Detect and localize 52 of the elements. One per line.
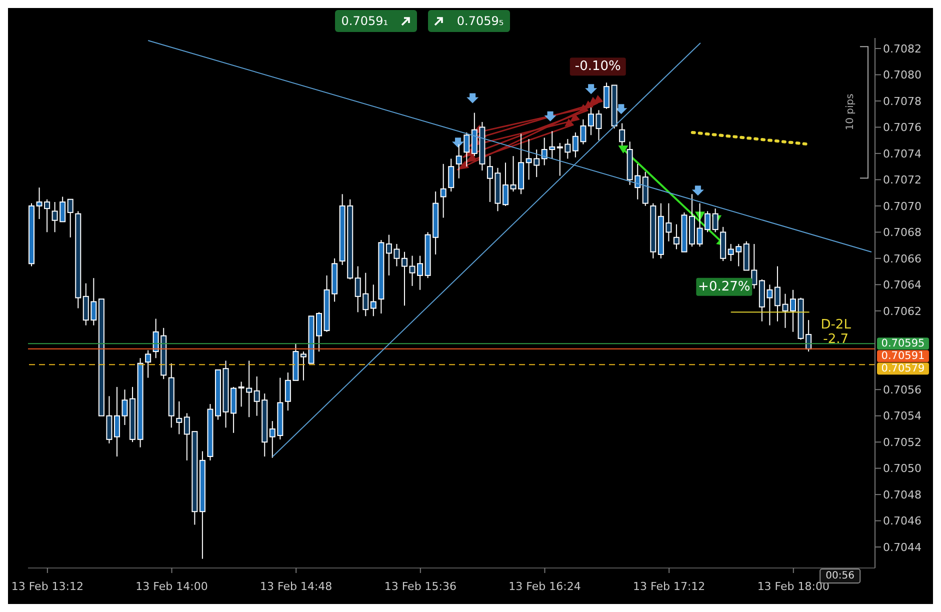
candlestick xyxy=(588,107,594,136)
candlestick xyxy=(596,110,602,141)
y-tick-label: 0.7066 xyxy=(883,252,922,266)
y-tick-label: 0.7052 xyxy=(883,436,922,449)
y-tick-label: 0.7044 xyxy=(883,540,922,554)
candlestick xyxy=(619,122,626,146)
text: 0.7059₁ xyxy=(341,14,388,28)
x-tick-label: 13 Feb 17:12 xyxy=(632,580,706,593)
y-tick-label: 0.7082 xyxy=(883,42,922,56)
candlestick xyxy=(604,82,610,110)
candlestick xyxy=(456,144,462,179)
y-tick-label: 0.7078 xyxy=(883,94,922,108)
y-tick-label: 0.7062 xyxy=(883,304,922,318)
text: 0.7059₅ xyxy=(456,14,504,28)
x-tick-label: 13 Feb 14:00 xyxy=(136,580,208,593)
annotation: -2.7 xyxy=(823,332,849,347)
y-tick-label: 0.7046 xyxy=(883,514,922,528)
text: 00:56 xyxy=(826,570,854,582)
x-tick-label: 13 Feb 13:12 xyxy=(11,580,84,593)
annotation: 10 pips xyxy=(845,94,856,130)
ref-line-label: 0.70591 xyxy=(881,350,925,362)
candlestick xyxy=(145,350,152,378)
ref-line-label: 0.70595 xyxy=(881,338,925,350)
y-tick-label: 0.7050 xyxy=(883,462,922,476)
candlestick xyxy=(401,251,408,306)
candlestick xyxy=(67,198,74,238)
annotation: -0.10% xyxy=(574,59,621,74)
candlestick xyxy=(502,162,509,206)
y-tick-label: 0.7080 xyxy=(883,68,922,82)
candlestick xyxy=(464,132,470,168)
y-tick-label: 0.7070 xyxy=(883,200,922,213)
y-tick-label: 0.7072 xyxy=(883,174,922,187)
y-tick-label: 0.7064 xyxy=(883,278,922,292)
ref-line-label: 0.70579 xyxy=(881,362,925,375)
y-tick-label: 0.7074 xyxy=(883,147,922,160)
x-tick-label: 13 Feb 15:36 xyxy=(384,580,457,593)
y-tick-label: 0.7056 xyxy=(883,383,922,396)
y-tick-label: 0.7054 xyxy=(883,410,922,423)
x-tick-label: 13 Feb 16:24 xyxy=(508,580,581,593)
y-tick-label: 0.7076 xyxy=(883,121,922,134)
y-tick-label: 0.7048 xyxy=(883,488,922,502)
y-tick-label: 0.7068 xyxy=(883,226,922,240)
candlestick xyxy=(176,400,182,435)
x-tick-label: 13 Feb 14:48 xyxy=(260,580,332,593)
candlestick xyxy=(712,208,718,233)
candlestick xyxy=(370,284,376,317)
candlestick xyxy=(316,312,322,352)
candlestick xyxy=(774,266,780,322)
candlestick xyxy=(448,158,454,192)
annotation: +0.27% xyxy=(698,279,750,294)
candlestick xyxy=(440,163,446,218)
annotation: D-2L xyxy=(820,317,852,332)
